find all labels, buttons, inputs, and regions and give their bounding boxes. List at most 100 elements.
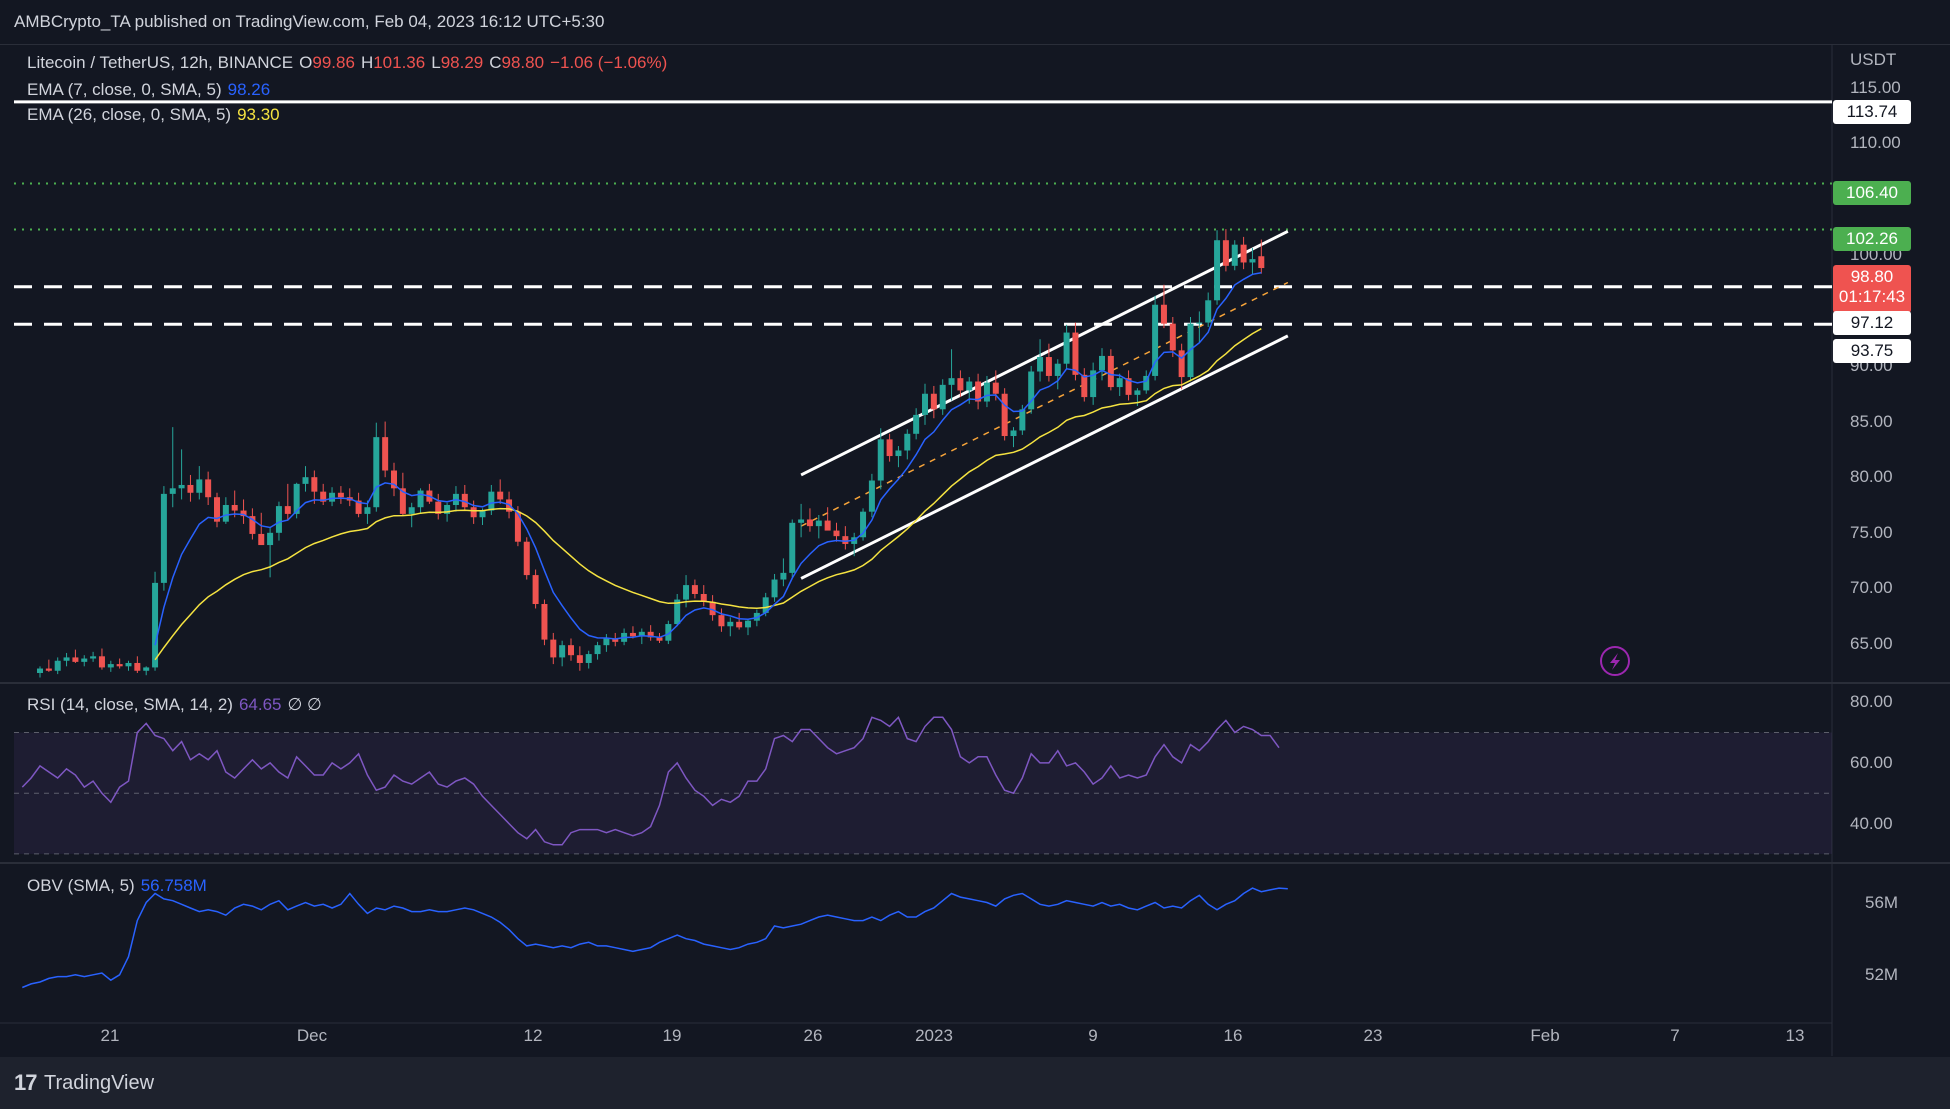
rsi-label[interactable]: RSI (14, close, SMA, 14, 2) <box>27 695 233 714</box>
candle-body <box>1240 244 1247 263</box>
candle-body <box>638 631 645 637</box>
tag-support-97-text: 97.12 <box>1850 313 1894 332</box>
candle-body <box>594 645 601 655</box>
open-label: O <box>299 53 313 72</box>
ema7-label[interactable]: EMA (7, close, 0, SMA, 5) <box>27 80 222 99</box>
candle-body <box>585 654 592 663</box>
candle-body <box>240 510 247 517</box>
low-value: 98.29 <box>440 53 484 72</box>
candle-body <box>930 393 937 410</box>
tag-resistance-113: 113.74 <box>1833 100 1911 124</box>
close-label: C <box>489 53 502 72</box>
obv-tick-label: 52M <box>1865 964 1899 984</box>
obv-legend[interactable]: OBV (SMA, 5) 56.758M <box>27 876 213 896</box>
candle-body <box>143 667 150 671</box>
candle-body <box>293 483 300 514</box>
candle-body <box>417 490 424 508</box>
candle-body <box>629 632 636 637</box>
price-tick-label: 75.00 <box>1850 522 1893 542</box>
candle-body <box>497 491 504 500</box>
candle-body <box>249 516 256 534</box>
candle-body <box>868 480 875 512</box>
candle-body <box>762 597 769 613</box>
rsi-line-group <box>21 715 1280 846</box>
rsi-line <box>21 715 1280 846</box>
price-tick-label: 80.00 <box>1850 467 1893 487</box>
tag-green-106: 106.40 <box>1833 181 1911 205</box>
candle-body <box>329 492 336 502</box>
obv-label[interactable]: OBV (SMA, 5) <box>27 876 135 895</box>
candle-body <box>948 378 955 385</box>
ema7-value: 98.26 <box>227 80 271 99</box>
candle-body <box>1099 355 1105 371</box>
candle-body <box>284 506 291 514</box>
channel-upper-line <box>800 229 1289 477</box>
candle-body <box>718 615 725 627</box>
candle-body <box>992 382 999 394</box>
candle-body <box>532 575 539 605</box>
obv-tick-label: 56M <box>1865 892 1899 912</box>
candle-body <box>559 645 566 658</box>
ema26-legend[interactable]: EMA (26, close, 0, SMA, 5) 93.30 <box>27 105 286 125</box>
candle-body <box>116 664 123 667</box>
candle-body <box>541 604 548 640</box>
ema7-legend[interactable]: EMA (7, close, 0, SMA, 5) 98.26 <box>27 80 276 100</box>
tag-green-106-text: 106.40 <box>1846 183 1898 202</box>
candle-body <box>169 488 176 494</box>
tag-green-102-text: 102.26 <box>1846 229 1898 248</box>
candle-body <box>1134 390 1141 395</box>
candle-body <box>1028 371 1035 410</box>
ascending-channel-group <box>800 229 1289 580</box>
candle-body <box>550 639 557 658</box>
symbol-name[interactable]: Litecoin / TetherUS, 12h, BINANCE <box>27 53 294 72</box>
candle-body <box>178 484 185 489</box>
candle-body <box>886 439 893 457</box>
tradingview-logo-icon[interactable]: 17 <box>14 1070 38 1095</box>
candle-body <box>913 414 920 434</box>
tag-resistance-113-text: 113.74 <box>1846 102 1898 121</box>
candle-body <box>975 381 982 402</box>
tag-current-price: 98.80 01:17:43 <box>1833 265 1911 313</box>
candle-body <box>612 638 619 642</box>
header-bar: AMBCrypto_TA published on TradingView.co… <box>0 0 1950 44</box>
candle-body <box>727 621 734 627</box>
candle-body <box>98 656 105 668</box>
tag-support-93-text: 93.75 <box>1850 341 1894 360</box>
ema-lines-group <box>154 271 1262 661</box>
candle-body <box>1045 357 1052 376</box>
ema26-label[interactable]: EMA (26, close, 0, SMA, 5) <box>27 105 232 124</box>
open-value: 99.86 <box>312 53 355 72</box>
candle-body <box>789 522 796 573</box>
symbol-legend[interactable]: Litecoin / TetherUS, 12h, BINANCE O99.86 H… <box>27 53 673 73</box>
candle-body <box>1081 374 1088 398</box>
tag-support-97: 97.12 <box>1833 311 1911 335</box>
high-value: 101.36 <box>373 53 426 72</box>
candle-body <box>603 638 610 646</box>
candle-body <box>1160 304 1167 324</box>
lightning-icon[interactable] <box>1600 646 1630 676</box>
candle-body <box>842 536 849 544</box>
candle-body <box>222 505 229 522</box>
ema7-line <box>154 271 1262 646</box>
candle-body <box>815 520 822 527</box>
candle-body <box>656 637 663 641</box>
candle-body <box>152 582 159 668</box>
rsi-legend[interactable]: RSI (14, close, SMA, 14, 2) 64.65 ∅ ∅ <box>27 695 328 715</box>
rsi-extra: ∅ ∅ <box>287 695 322 714</box>
candle-body <box>514 511 521 542</box>
candle-body <box>444 505 451 514</box>
tradingview-brand-text[interactable]: TradingView <box>44 1072 155 1094</box>
candle-body <box>1125 378 1132 395</box>
candle-body <box>231 505 238 511</box>
candle-body <box>205 479 212 498</box>
time-tick-label: 23 <box>1363 1026 1383 1045</box>
price-tick-label: 110.00 <box>1850 133 1901 153</box>
candle-body <box>576 655 583 663</box>
candle-body <box>665 624 672 641</box>
candle-body <box>683 585 690 600</box>
candle-body <box>1222 240 1229 266</box>
candle-body <box>1037 357 1044 372</box>
publisher-text: AMBCrypto_TA published on TradingView.co… <box>14 12 605 31</box>
